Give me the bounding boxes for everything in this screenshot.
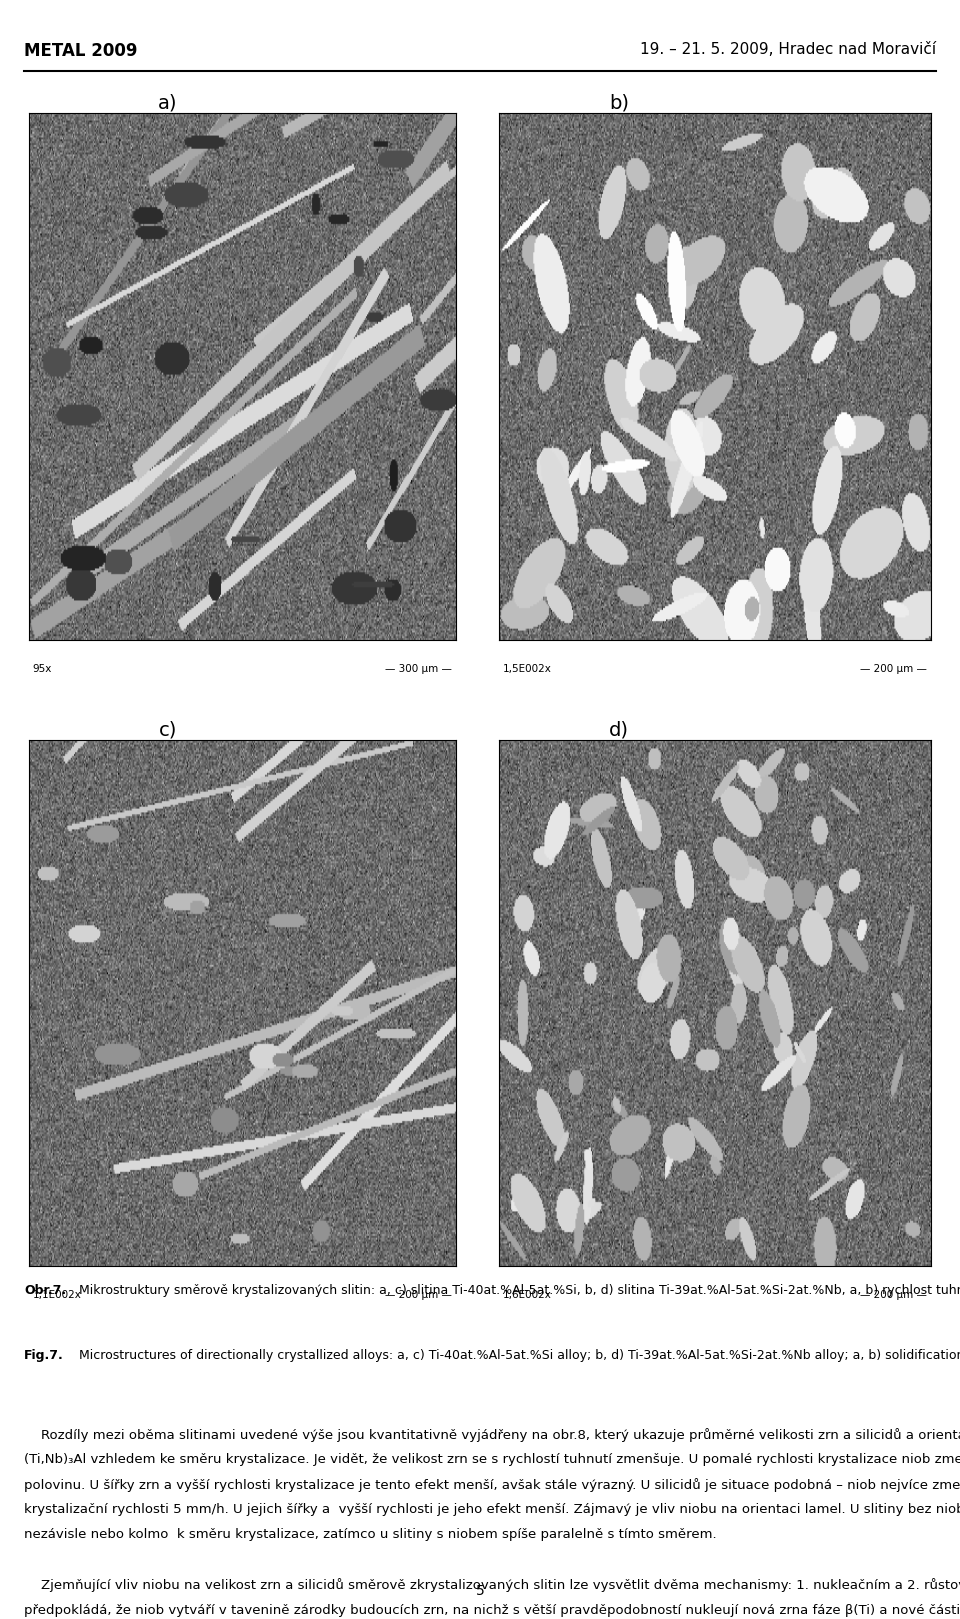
Text: předpokládá, že niob vytváří v tavenině zárodky budoucích zrn, na nichž s větší : předpokládá, že niob vytváří v tavenině … [24, 1603, 960, 1617]
Text: a): a) [158, 94, 178, 113]
Text: — 200 μm —: — 200 μm — [860, 664, 927, 674]
Text: Microstructures of directionally crystallized alloys: a, c) Ti-40at.%Al-5at.%Si : Microstructures of directionally crystal… [75, 1349, 960, 1362]
Text: — 200 μm —: — 200 μm — [385, 1290, 452, 1300]
Text: Zjemňující vliv niobu na velikost zrn a silicidů směrově zkrystalizovaných sliti: Zjemňující vliv niobu na velikost zrn a … [24, 1579, 960, 1593]
Text: Obr.7.: Obr.7. [24, 1284, 66, 1297]
Text: c): c) [158, 720, 178, 740]
Text: 19. – 21. 5. 2009, Hradec nad Moravičí: 19. – 21. 5. 2009, Hradec nad Moravičí [640, 42, 936, 57]
Text: 5: 5 [475, 1583, 485, 1598]
Text: Fig.7.: Fig.7. [24, 1349, 63, 1362]
Text: polovinu. U šířky zrn a vyšší rychlosti krystalizace je tento efekt menší, avšak: polovinu. U šířky zrn a vyšší rychlosti … [24, 1478, 960, 1493]
Text: krystalizační rychlosti 5 mm/h. U jejich šířky a  vyšší rychlosti je jeho efekt : krystalizační rychlosti 5 mm/h. U jejich… [24, 1502, 960, 1517]
Text: Mikrostruktury směrově krystalizovaných slitin: a, c) slitina Ti-40at.%Al-5at.%S: Mikrostruktury směrově krystalizovaných … [75, 1284, 960, 1297]
Text: 1,6E002x: 1,6E002x [503, 1290, 552, 1300]
Text: 95x: 95x [33, 664, 52, 674]
Text: 1,5E002x: 1,5E002x [503, 664, 552, 674]
Text: 1,1E002x: 1,1E002x [33, 1290, 82, 1300]
Text: — 300 μm —: — 300 μm — [385, 664, 452, 674]
Text: d): d) [610, 720, 629, 740]
Text: — 200 μm —: — 200 μm — [860, 1290, 927, 1300]
Text: Rozdíly mezi oběma slitinami uvedené výše jsou kvantitativně vyjádřeny na obr.8,: Rozdíly mezi oběma slitinami uvedené výš… [24, 1428, 960, 1443]
Text: METAL 2009: METAL 2009 [24, 42, 137, 60]
Text: nezávisle nebo kolmo  k směru krystalizace, zatímco u slitiny s niobem spíše par: nezávisle nebo kolmo k směru krystalizac… [24, 1528, 716, 1541]
Text: (Ti,Nb)₃Al vzhledem ke směru krystalizace. Je vidět, že velikost zrn se s rychlo: (Ti,Nb)₃Al vzhledem ke směru krystalizac… [24, 1454, 960, 1467]
Text: b): b) [610, 94, 629, 113]
